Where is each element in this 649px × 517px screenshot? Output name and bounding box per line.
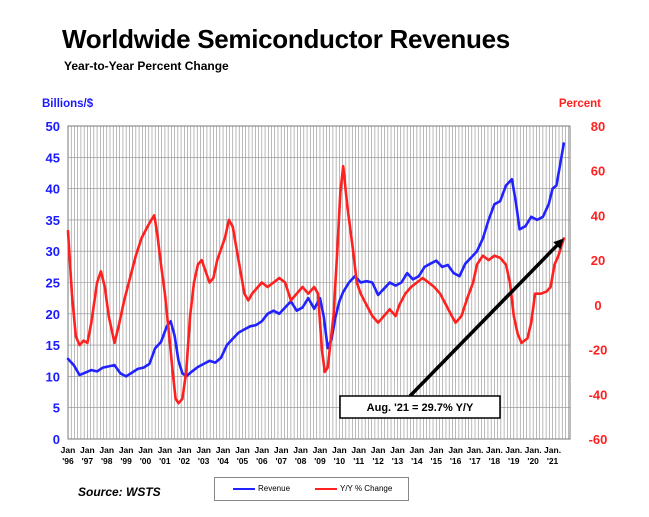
x-tick-label-year: '98 xyxy=(101,456,113,466)
x-tick-label-month: Jan xyxy=(235,445,250,455)
x-tick-label-month: Jan. xyxy=(486,445,503,455)
series xyxy=(66,142,566,405)
x-tick-label-month: Jan xyxy=(390,445,405,455)
left-tick-label: 50 xyxy=(46,119,60,134)
x-tick-label-month: Jan xyxy=(410,445,425,455)
x-tick-label-month: Jan xyxy=(371,445,386,455)
annotation: Aug. '21 = 29.7% Y/Y xyxy=(339,238,564,419)
x-tick-label-year: '02 xyxy=(179,456,191,466)
x-tick-label-year: '05 xyxy=(237,456,249,466)
x-tick-label-year: '03 xyxy=(198,456,210,466)
x-tick-label-year: '18 xyxy=(489,456,501,466)
left-tick-label: 10 xyxy=(46,369,60,384)
grid xyxy=(67,125,571,440)
legend-swatch-yoy xyxy=(315,487,337,490)
left-tick-label: 40 xyxy=(46,182,60,197)
left-tick-label: 30 xyxy=(46,244,60,259)
legend: Revenue Y/Y % Change xyxy=(214,477,409,501)
x-tick-label-month: Jan xyxy=(216,445,231,455)
right-tick-label: -60 xyxy=(589,432,608,447)
x-tick-label-year: '00 xyxy=(140,456,152,466)
x-tick-label-month: Jan xyxy=(448,445,463,455)
annotation-box xyxy=(339,395,501,419)
plot-frame xyxy=(67,125,571,440)
x-tick-label-month: Jan. xyxy=(505,445,522,455)
left-tick-label: 35 xyxy=(46,213,60,228)
left-tick-label: 0 xyxy=(53,432,60,447)
x-tick-label-year: '21 xyxy=(547,456,559,466)
x-tick-label-month: Jan xyxy=(119,445,134,455)
chart-subtitle: Year-to-Year Percent Change xyxy=(64,59,229,73)
x-tick-label-year: '09 xyxy=(314,456,326,466)
x-tick-label-year: '07 xyxy=(275,456,287,466)
x-tick-label-month: Jan xyxy=(429,445,444,455)
x-tick-label-month: Jan xyxy=(158,445,173,455)
x-tick-label-year: '15 xyxy=(431,456,443,466)
source-note: Source: WSTS xyxy=(78,485,161,499)
right-axis-title: Percent xyxy=(558,98,601,110)
x-tick-label-month: Jan. xyxy=(525,445,542,455)
right-tick-label: -40 xyxy=(589,387,608,402)
right-tick-label: 60 xyxy=(591,164,605,179)
x-tick-label-year: '96 xyxy=(62,456,74,466)
annotation-arrow-line xyxy=(408,239,564,398)
x-tick-label-year: '10 xyxy=(334,456,346,466)
x-tick-label-month: Jan xyxy=(80,445,95,455)
left-tick-label: 20 xyxy=(46,307,60,322)
x-tick-label-month: Jan xyxy=(196,445,211,455)
x-tick-label-month: Jan xyxy=(254,445,269,455)
x-tick-label-month: Jan xyxy=(351,445,366,455)
x-tick-label-year: '99 xyxy=(120,456,132,466)
x-tick-label-year: '17 xyxy=(469,456,481,466)
x-tick-label-year: '14 xyxy=(411,456,423,466)
x-tick-label-year: '01 xyxy=(159,456,171,466)
x-tick-label-month: Jan xyxy=(61,445,76,455)
series-line-revenue xyxy=(66,142,566,378)
annotation-text: Aug. '21 = 29.7% Y/Y xyxy=(367,402,474,414)
annotation-arrow-head xyxy=(553,238,564,250)
x-tick-label-year: '16 xyxy=(450,456,462,466)
left-tick-label: 45 xyxy=(46,150,60,165)
x-tick-label-month: Jan. xyxy=(467,445,484,455)
x-tick-label-year: '11 xyxy=(353,456,364,466)
legend-label-yoy: Y/Y % Change xyxy=(340,484,393,493)
right-tick-label: 0 xyxy=(594,298,601,313)
x-tick-label-month: Jan xyxy=(332,445,347,455)
right-tick-label: 20 xyxy=(591,253,605,268)
right-axis-ticks: -60 -40 -20 0 20 40 60 80 xyxy=(589,119,608,447)
legend-item-yoy: Y/Y % Change xyxy=(315,484,392,493)
left-tick-label: 15 xyxy=(46,338,60,353)
x-tick-label-month: Jan xyxy=(99,445,114,455)
x-tick-label-year: '04 xyxy=(217,456,229,466)
right-tick-label: 40 xyxy=(591,208,605,223)
legend-item-revenue: Revenue xyxy=(233,484,290,493)
left-axis-title: Billions/$ xyxy=(42,98,94,110)
right-tick-label: 80 xyxy=(591,119,605,134)
x-tick-label-month: Jan. xyxy=(544,445,561,455)
legend-swatch-revenue xyxy=(233,487,255,490)
series-line-yoy xyxy=(66,164,566,405)
x-tick-label-year: '97 xyxy=(82,456,94,466)
x-tick-label-month: Jan xyxy=(313,445,328,455)
legend-label-revenue: Revenue xyxy=(258,484,291,493)
x-tick-label-year: '19 xyxy=(508,456,520,466)
x-tick-label-year: '12 xyxy=(372,456,384,466)
x-tick-label-year: '08 xyxy=(295,456,307,466)
right-tick-label: -20 xyxy=(589,343,608,358)
left-axis-ticks: 0 5 10 15 20 25 30 35 40 45 50 xyxy=(46,119,60,447)
x-axis-ticks: Jan'96Jan'97Jan'98Jan'99Jan'00Jan'01Jan'… xyxy=(61,445,561,466)
x-tick-label-month: Jan xyxy=(293,445,308,455)
x-tick-label-month: Jan xyxy=(138,445,153,455)
left-tick-label: 5 xyxy=(53,401,60,416)
x-tick-label-year: '20 xyxy=(527,456,539,466)
x-tick-label-year: '06 xyxy=(256,456,268,466)
x-tick-label-month: Jan xyxy=(177,445,192,455)
chart-title: Worldwide Semiconductor Revenues xyxy=(62,24,510,54)
left-tick-label: 25 xyxy=(46,276,60,291)
x-tick-label-month: Jan xyxy=(274,445,289,455)
x-tick-label-year: '13 xyxy=(392,456,404,466)
